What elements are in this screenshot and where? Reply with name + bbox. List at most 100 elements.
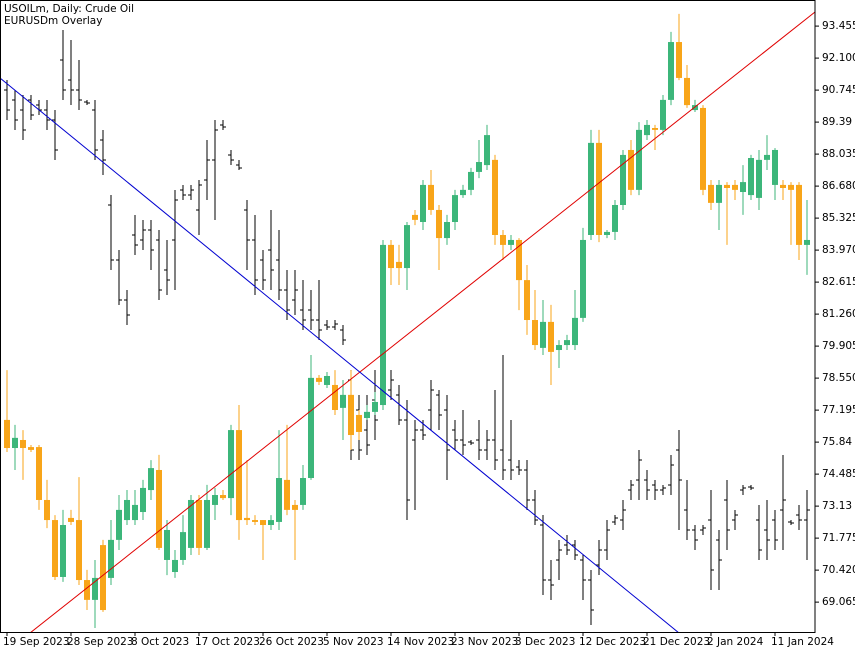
x-tick-label: 11 Jan 2024 <box>771 636 834 648</box>
candle-body <box>684 77 690 106</box>
candle-body <box>428 184 434 210</box>
candle-body <box>716 184 722 203</box>
y-tick-label: 70.420 <box>822 564 855 576</box>
x-tick-label: 8 Oct 2023 <box>131 636 189 648</box>
trend-line-blue <box>0 77 679 632</box>
candle-body <box>692 105 698 111</box>
y-tick-label: 93.455 <box>822 20 855 32</box>
candle-body <box>564 340 570 346</box>
candle-body <box>780 184 786 188</box>
y-tick-label: 79.905 <box>822 340 855 352</box>
candle-body <box>460 189 466 196</box>
candle-body <box>700 107 706 190</box>
overlay-label: EURUSDm Overlay <box>4 15 102 27</box>
candle-body <box>620 154 626 205</box>
candle-body <box>172 559 178 573</box>
candle-body <box>156 469 162 548</box>
x-tick-label: 23 Nov 2023 <box>451 636 518 648</box>
candle-body <box>556 345 562 351</box>
candle-body <box>572 317 578 346</box>
x-tick-label: 5 Nov 2023 <box>323 636 384 648</box>
candle-body <box>604 231 610 235</box>
candle-body <box>724 184 730 188</box>
candle-body <box>228 430 234 499</box>
candle-body <box>132 504 138 521</box>
candle-body <box>748 158 754 196</box>
x-tick-label: 2 Jan 2024 <box>707 636 764 648</box>
plot-area <box>4 13 810 628</box>
candle-body <box>276 478 282 522</box>
y-tick-label: 82.615 <box>822 276 855 288</box>
candle-body <box>44 499 50 521</box>
candle-body <box>524 280 530 321</box>
candle-body <box>764 154 770 160</box>
candle-body <box>188 499 194 548</box>
candle-body <box>420 184 426 223</box>
x-tick-label: 12 Dec 2023 <box>579 636 646 648</box>
candle-body <box>516 239 522 281</box>
candle-body <box>756 159 762 198</box>
y-tick-label: 92.100 <box>822 52 855 64</box>
y-tick-label: 77.195 <box>822 404 855 416</box>
candle-body <box>180 532 186 560</box>
candle-body <box>676 42 682 78</box>
candle-body <box>76 520 82 581</box>
candle-body <box>204 499 210 548</box>
candle-body <box>148 468 154 491</box>
trend-lines <box>0 11 815 632</box>
y-tick-label: 85.325 <box>822 212 855 224</box>
x-tick-label: 3 Dec 2023 <box>515 636 575 648</box>
x-tick-label: 21 Dec 2023 <box>643 636 710 648</box>
candle-body <box>356 414 362 432</box>
candle-body <box>196 499 202 548</box>
candle-body <box>412 214 418 220</box>
candle-body <box>540 321 546 348</box>
y-tick-label: 73.13 <box>822 500 852 512</box>
candle-body <box>92 577 98 600</box>
candle-body <box>4 419 10 449</box>
candle-body <box>580 239 586 318</box>
candle-body <box>444 222 450 239</box>
candle-body <box>260 520 266 526</box>
candle-body <box>436 209 442 239</box>
candle-body <box>68 517 74 522</box>
candle-body <box>380 244 386 406</box>
candle-body <box>292 504 298 510</box>
candle-body <box>404 225 410 269</box>
candle-body <box>340 394 346 408</box>
y-tick-label: 78.550 <box>822 372 855 384</box>
candle-body <box>612 204 618 232</box>
candle-body <box>740 182 746 193</box>
candle-body <box>388 244 394 269</box>
candle-body <box>484 135 490 166</box>
y-tick-label: 74.485 <box>822 468 855 480</box>
candle-body <box>628 149 634 190</box>
candle-body <box>316 377 322 382</box>
y-tick-label: 88.035 <box>822 148 855 160</box>
candle-body <box>116 509 122 540</box>
candle-body <box>108 539 114 578</box>
candle-body <box>212 495 218 505</box>
candle-body <box>324 375 330 385</box>
x-tick-label: 17 Oct 2023 <box>195 636 260 648</box>
y-tick-label: 75.84 <box>822 436 852 448</box>
x-tick-label: 14 Nov 2023 <box>387 636 454 648</box>
chart-title: USOILm, Daily: Crude Oil <box>4 3 134 15</box>
candle-body <box>164 529 170 560</box>
x-tick-label: 19 Sep 2023 <box>3 636 70 648</box>
candle-body <box>12 437 18 449</box>
candle-body <box>804 239 810 245</box>
candle-body <box>52 520 58 577</box>
candle-body <box>36 447 42 500</box>
candle-body <box>236 430 242 521</box>
y-tick-label: 71.775 <box>822 532 855 544</box>
candle-body <box>796 184 802 245</box>
candle-body <box>660 99 666 130</box>
candle-body <box>300 478 306 505</box>
candle-body <box>100 545 106 611</box>
candle-body <box>268 520 274 526</box>
candle-body <box>220 495 226 499</box>
